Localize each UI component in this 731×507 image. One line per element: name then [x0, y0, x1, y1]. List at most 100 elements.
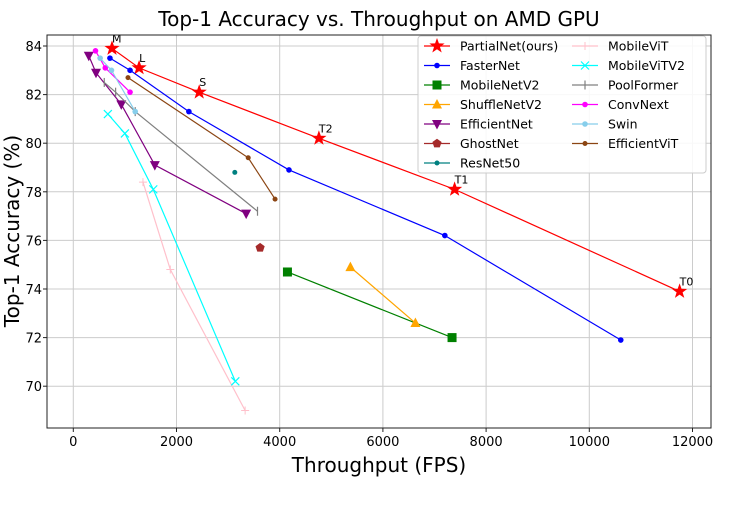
legend-item-ghostnet: GhostNet: [424, 136, 519, 151]
data-point-swin: [108, 67, 115, 74]
data-point-efficientvit: [272, 196, 278, 202]
data-point-mobilenetv2: [282, 267, 292, 277]
legend-label: EfficientNet: [460, 117, 533, 132]
data-point-ghostnet: [255, 242, 265, 252]
data-point-convnext: [92, 48, 99, 54]
data-point-partialnet-ours: [672, 283, 688, 298]
point-label: S: [199, 76, 206, 89]
series-line-poolformer: [103, 81, 258, 212]
legend-item-mobilevitv2: MobileViTV2: [572, 58, 685, 73]
series-line-mobilenetv2: [287, 271, 453, 339]
legend-marker: [432, 80, 442, 90]
legend-item-efficientvit: EfficientViT: [572, 136, 679, 151]
legend-marker: [429, 38, 445, 53]
y-tick-label: 76: [25, 234, 42, 249]
legend-label: PartialNet(ours): [460, 39, 558, 54]
legend-item-poolformer: PoolFormer: [572, 78, 679, 93]
data-point-swin: [132, 108, 139, 115]
data-point-mobilevitv2: [103, 109, 113, 119]
series-line-shufflenetv2: [350, 266, 416, 324]
y-tick-label: 80: [25, 137, 42, 152]
x-tick-label: 4000: [263, 435, 296, 450]
legend-label: ShuffleNetV2: [460, 97, 542, 112]
legend-label: MobileViTV2: [608, 58, 685, 73]
series-shufflenetv2: [345, 261, 421, 328]
y-tick-label: 84: [25, 40, 42, 55]
data-point-mobilevit: [241, 406, 250, 415]
data-point-shufflenetv2: [410, 317, 421, 328]
legend-item-partialnet-ours: PartialNet(ours): [424, 38, 558, 54]
x-axis-label: Throughput (FPS): [291, 453, 466, 477]
series-efficientnet: [83, 51, 252, 220]
series-partialnet-ours: M L S T2 T1 T0: [104, 32, 693, 298]
legend-item-swin: Swin: [572, 117, 638, 132]
series-mobilevitv2: [103, 109, 240, 386]
legend-marker: [434, 62, 440, 69]
series-line-partialnet-ours: [111, 47, 680, 292]
legend-label: PoolFormer: [608, 78, 679, 93]
legend-marker: [582, 121, 588, 127]
series-swin: [97, 55, 139, 115]
series-fasternet: [107, 55, 624, 343]
data-point-convnext: [102, 65, 109, 71]
legend-marker: [434, 160, 440, 166]
data-point-mobilevit: [166, 265, 175, 274]
data-point-partialnet-ours: [191, 84, 207, 99]
ticks: 0 2000 4000 6000 8000 10000 12000 70 72 74 76 78 80 8…: [25, 40, 713, 450]
data-point-mobilevitv2: [230, 376, 240, 386]
data-point-efficientnet: [91, 68, 102, 79]
data-point-fasternet: [127, 67, 133, 74]
point-label: T2: [318, 122, 333, 135]
legend-label: MobileViT: [608, 39, 669, 54]
legend-item-efficientnet: EfficientNet: [424, 117, 533, 132]
legend-item-resnet50: ResNet50: [424, 156, 520, 171]
x-tick-label: 10000: [569, 435, 610, 450]
legend-marker: [432, 99, 442, 109]
series-mobilenetv2: [282, 267, 457, 343]
series-mobilevit: [138, 178, 250, 415]
data-point-shufflenetv2: [345, 261, 356, 272]
data-point-efficientnet: [83, 51, 94, 62]
data-point-swin: [97, 55, 103, 61]
y-tick-label: 82: [25, 89, 42, 104]
x-tick-label: 0: [69, 435, 77, 450]
data-point-convnext: [127, 89, 133, 95]
x-tick-label: 8000: [470, 435, 503, 450]
x-tick-label: 2000: [160, 435, 193, 450]
legend-item-convnext: ConvNext: [572, 97, 669, 112]
legend-item-mobilenetv2: MobileNetV2: [424, 78, 539, 93]
data-point-mobilevitv2: [148, 184, 158, 194]
data-point-efficientnet: [149, 161, 160, 171]
series-efficientvit: [125, 75, 278, 202]
legend-item-fasternet: FasterNet: [424, 58, 520, 73]
legend-marker: [580, 61, 590, 70]
legend-marker: [581, 42, 589, 50]
series-poolformer: [103, 77, 259, 216]
data-point-efficientnet: [241, 209, 252, 220]
data-point-efficientvit: [125, 75, 131, 81]
data-point-efficientnet: [116, 100, 127, 110]
data-point-fasternet: [617, 337, 624, 343]
data-point-efficientvit: [245, 155, 251, 161]
legend-item-mobilevit: MobileViT: [572, 39, 669, 54]
series-line-mobilevitv2: [107, 113, 236, 382]
series-group: M L S T2 T1 T0: [83, 32, 693, 415]
x-tick-label: 6000: [366, 435, 399, 450]
y-tick-label: 72: [25, 332, 42, 347]
legend-label: ResNet50: [460, 156, 520, 171]
legend: PartialNet(ours) FasterNet MobileNetV2 Shuf…: [417, 35, 707, 174]
legend-label: MobileNetV2: [460, 78, 539, 93]
legend-box: [417, 35, 707, 174]
y-tick-label: 70: [25, 380, 42, 395]
legend-marker: [432, 120, 442, 130]
legend-item-shufflenetv2: ShuffleNetV2: [424, 97, 542, 112]
series-line-mobilevit: [142, 181, 246, 411]
data-point-partialnet-ours: [104, 40, 120, 55]
data-point-fasternet: [107, 55, 113, 61]
y-tick-label: 78: [25, 186, 42, 201]
plot-frame: [46, 34, 712, 429]
data-point-mobilenetv2: [447, 333, 457, 343]
data-point-mobilevitv2: [120, 129, 130, 138]
legend-marker: [582, 101, 588, 108]
